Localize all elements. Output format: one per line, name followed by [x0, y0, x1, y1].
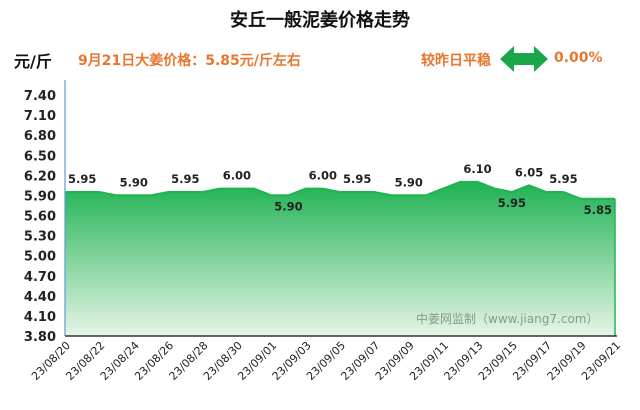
y-tick-label: 6.80: [24, 129, 56, 144]
y-tick-label: 4.40: [24, 290, 56, 305]
price-line: [65, 180, 615, 200]
compare-label: 较昨日平稳: [421, 53, 491, 69]
y-tick-label: 3.80: [24, 330, 56, 345]
data-label: 6.00: [223, 169, 251, 183]
data-label: 5.90: [274, 199, 302, 213]
unit-label: 元/斤: [14, 52, 52, 71]
data-label: 6.05: [515, 165, 543, 179]
y-tick-label: 6.20: [24, 169, 56, 184]
price-area: [65, 182, 615, 336]
data-label: 6.10: [463, 162, 491, 176]
y-tick-label: 4.70: [24, 270, 56, 285]
data-label: 5.90: [395, 175, 423, 189]
data-label: 5.95: [171, 172, 199, 186]
data-label: 5.85: [584, 203, 612, 217]
double-arrow-icon: [500, 46, 548, 72]
data-label: 5.95: [68, 172, 96, 186]
y-tick-label: 5.30: [24, 230, 56, 245]
chart-title: 安丘一般泥姜价格走势: [230, 10, 410, 31]
price-note: 9月21日大姜价格：5.85元/斤左右: [78, 53, 301, 69]
data-label: 5.95: [343, 172, 371, 186]
data-label: 5.95: [498, 196, 526, 210]
y-tick-label: 7.40: [24, 89, 56, 104]
y-tick-label: 5.00: [24, 250, 56, 265]
y-tick-label: 7.10: [24, 109, 56, 124]
y-tick-label: 5.90: [24, 189, 56, 204]
watermark: 中姜网监制（www.jiang7.com）: [416, 311, 598, 326]
compare-percent: 0.00%: [554, 50, 603, 66]
data-label: 6.00: [309, 169, 337, 183]
data-label: 5.95: [549, 172, 577, 186]
y-tick-label: 6.50: [24, 149, 56, 164]
y-tick-label: 4.10: [24, 310, 56, 325]
data-label: 5.90: [120, 175, 148, 189]
y-tick-label: 5.60: [24, 210, 56, 225]
